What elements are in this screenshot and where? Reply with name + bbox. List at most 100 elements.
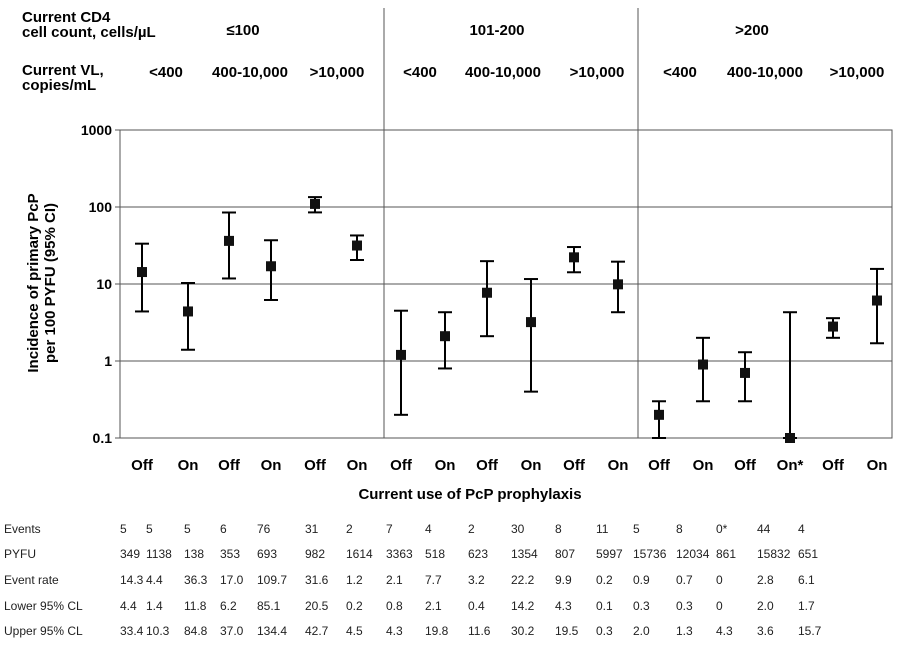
y-axis-title-line1: Incidence of primary PcP	[25, 193, 42, 372]
table-cell: 7	[386, 522, 393, 536]
y-tick-label: 100	[89, 199, 113, 215]
table-cell: 353	[220, 547, 240, 561]
table-cell: 4	[425, 522, 432, 536]
table-cell: 2.0	[757, 599, 774, 613]
table-cell: 4	[798, 522, 805, 536]
x-category-label: On*	[777, 457, 804, 474]
table-cell: 0.3	[596, 624, 613, 638]
table-cell: 9.9	[555, 573, 572, 587]
table-cell: 42.7	[305, 624, 329, 638]
cd4-label-line2: cell count, cells/µL	[22, 24, 156, 41]
data-point	[872, 295, 882, 306]
table-cell: 8	[676, 522, 683, 536]
table-cell: 2.0	[633, 624, 650, 638]
table-cell: 518	[425, 547, 445, 561]
table-cell: 134.4	[257, 624, 287, 638]
table-cell: 11.8	[184, 599, 207, 613]
table-cell: 31	[305, 522, 319, 536]
data-point	[396, 349, 406, 360]
table-cell: 20.5	[305, 599, 329, 613]
table-cell: 8	[555, 522, 562, 536]
table-cell: 623	[468, 547, 488, 561]
table-cell: 2	[468, 522, 475, 536]
data-point	[828, 321, 838, 332]
x-category-label: On	[867, 457, 888, 474]
table-cell: 4.4	[120, 599, 137, 613]
data-point	[440, 331, 450, 342]
table-cell: 1614	[346, 547, 373, 561]
vl-group-label: 400-10,000	[212, 64, 288, 81]
data-point	[569, 252, 579, 263]
data-point	[482, 287, 492, 298]
cd4-group-label: >200	[735, 22, 769, 39]
table-cell: 6.2	[220, 599, 237, 613]
table-cell: 36.3	[184, 573, 208, 587]
table-cell: 2.1	[425, 599, 442, 613]
vl-group-label: 400-10,000	[465, 64, 541, 81]
table-cell: 2	[346, 522, 353, 536]
table-cell: 15736	[633, 547, 667, 561]
x-category-label: On	[693, 457, 714, 474]
table-row-label: Upper 95% CL	[4, 624, 83, 638]
table-cell: 0.1	[596, 599, 613, 613]
table-cell: 12034	[676, 547, 710, 561]
vl-group-label: <400	[149, 64, 183, 81]
table-cell: 19.8	[425, 624, 449, 638]
table-cell: 37.0	[220, 624, 244, 638]
data-point	[526, 317, 536, 328]
table-cell: 0.4	[468, 599, 485, 613]
table-row-label: Event rate	[4, 573, 59, 587]
table-row-label: Lower 95% CL	[4, 599, 83, 613]
table-cell: 1.3	[676, 624, 693, 638]
table-cell: 15832	[757, 547, 791, 561]
table-cell: 109.7	[257, 573, 287, 587]
table-cell: 0.9	[633, 573, 650, 587]
y-tick-label: 0.1	[93, 430, 113, 446]
table-cell: 0.3	[633, 599, 650, 613]
x-category-label: Off	[648, 457, 671, 474]
y-tick-label: 1000	[81, 122, 112, 138]
x-category-label: On	[178, 457, 199, 474]
vl-label-line1: Current VL,	[22, 62, 104, 79]
table-cell: 1138	[146, 547, 172, 561]
table-cell: 30.2	[511, 624, 535, 638]
data-point	[266, 261, 276, 272]
data-point	[183, 306, 193, 317]
table-cell: 1354	[511, 547, 538, 561]
table-cell: 5	[120, 522, 127, 536]
x-category-label: Off	[390, 457, 413, 474]
table-cell: 76	[257, 522, 271, 536]
table-cell: 4.3	[716, 624, 733, 638]
table-cell: 14.2	[511, 599, 535, 613]
table-cell: 0.8	[386, 599, 403, 613]
table-cell: 0.7	[676, 573, 693, 587]
table-cell: 84.8	[184, 624, 208, 638]
table-cell: 693	[257, 547, 277, 561]
table-cell: 14.3	[120, 573, 144, 587]
x-category-label: Off	[304, 457, 327, 474]
table-cell: 5	[184, 522, 191, 536]
data-point	[740, 367, 750, 378]
table-cell: 4.3	[555, 599, 572, 613]
table-cell: 5997	[596, 547, 623, 561]
table-cell: 138	[184, 547, 204, 561]
table-cell: 1.2	[346, 573, 363, 587]
table-cell: 1.4	[146, 599, 163, 613]
table-cell: 4.3	[386, 624, 403, 638]
table-cell: 5	[633, 522, 640, 536]
table-cell: 982	[305, 547, 325, 561]
table-cell: 651	[798, 547, 818, 561]
data-point	[137, 267, 147, 278]
x-category-label: Off	[218, 457, 241, 474]
x-category-label: Off	[734, 457, 757, 474]
table-cell: 30	[511, 522, 525, 536]
table-cell: 861	[716, 547, 736, 561]
table-cell: 11	[596, 522, 609, 536]
vl-group-label: <400	[663, 64, 697, 81]
x-category-label: On	[347, 457, 368, 474]
data-point	[224, 235, 234, 246]
data-point	[310, 198, 320, 209]
x-category-label: Off	[131, 457, 154, 474]
data-point	[654, 409, 664, 420]
table-cell: 4.5	[346, 624, 363, 638]
